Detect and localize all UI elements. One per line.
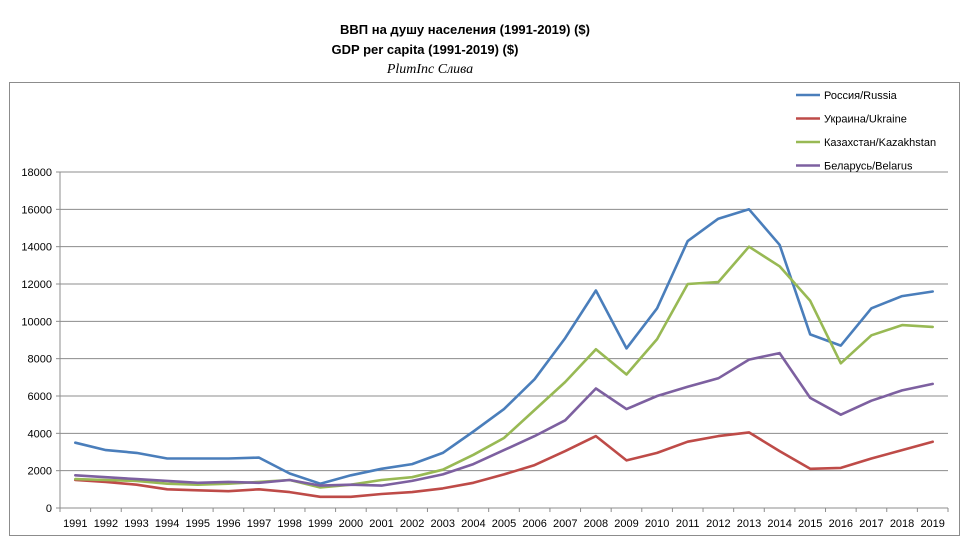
x-tick-label: 2000 [339, 518, 363, 530]
chart-title: ВВП на душу населения (1991-2019) ($) [340, 22, 590, 37]
series-line-2 [74, 431, 935, 499]
y-tick-label: 16000 [21, 204, 52, 216]
x-tick-label: 2012 [706, 518, 730, 530]
y-tick-label: 0 [46, 503, 52, 515]
x-tick-label: 1999 [308, 518, 332, 530]
x-tick-label: 2006 [522, 518, 546, 530]
y-tick-label: 18000 [21, 167, 52, 179]
x-tick-label: 1995 [186, 518, 210, 530]
x-tick-label: 2013 [737, 518, 761, 530]
x-tick-label: 1994 [155, 518, 179, 530]
x-tick-label: 2002 [400, 518, 424, 530]
legend-label-3: Казахстан/Kazakhstan [824, 137, 936, 149]
chart-subtitle: GDP per capita (1991-2019) ($) [331, 42, 519, 57]
x-tick-label: 2016 [829, 518, 853, 530]
series-line-3 [74, 245, 935, 489]
y-tick-label: 2000 [28, 466, 52, 478]
x-tick-label: 2011 [676, 518, 700, 530]
x-tick-label: 2017 [859, 518, 883, 530]
x-tick-label: 2001 [369, 518, 393, 530]
x-tick-label: 1998 [277, 518, 301, 530]
x-tick-label: 1993 [124, 518, 148, 530]
x-tick-label: 2019 [920, 518, 944, 530]
legend-label-2: Украина/Ukraine [824, 114, 907, 126]
chart-frame [9, 82, 960, 536]
y-tick-label: 8000 [28, 354, 52, 366]
y-tick-label: 10000 [21, 316, 52, 328]
x-tick-label: 1996 [216, 518, 240, 530]
x-tick-label: 2014 [767, 518, 791, 530]
x-tick-label: 2004 [461, 518, 485, 530]
title-block: ВВП на душу населения (1991-2019) ($) GD… [0, 0, 964, 90]
x-tick-label: 1997 [247, 518, 271, 530]
x-tick-label: 2009 [614, 518, 638, 530]
y-tick-label: 6000 [28, 391, 52, 403]
series-line-4 [74, 351, 935, 487]
x-tick-label: 2008 [584, 518, 608, 530]
legend-label-4: Беларусь/Belarus [824, 161, 913, 173]
y-tick-label: 4000 [28, 428, 52, 440]
x-tick-label: 1991 [63, 518, 87, 530]
x-tick-label: 2010 [645, 518, 669, 530]
x-tick-label: 2015 [798, 518, 822, 530]
x-tick-label: 2003 [431, 518, 455, 530]
x-tick-label: 2007 [553, 518, 577, 530]
x-tick-label: 2005 [492, 518, 516, 530]
x-tick-label: 1992 [94, 518, 118, 530]
series-line-1 [74, 208, 935, 486]
x-tick-label: 2018 [890, 518, 914, 530]
chart-credit: PlumInc Слива [386, 62, 474, 77]
y-tick-label: 12000 [21, 279, 52, 291]
legend-label-1: Россия/Russia [824, 90, 898, 102]
y-tick-label: 14000 [21, 242, 52, 254]
